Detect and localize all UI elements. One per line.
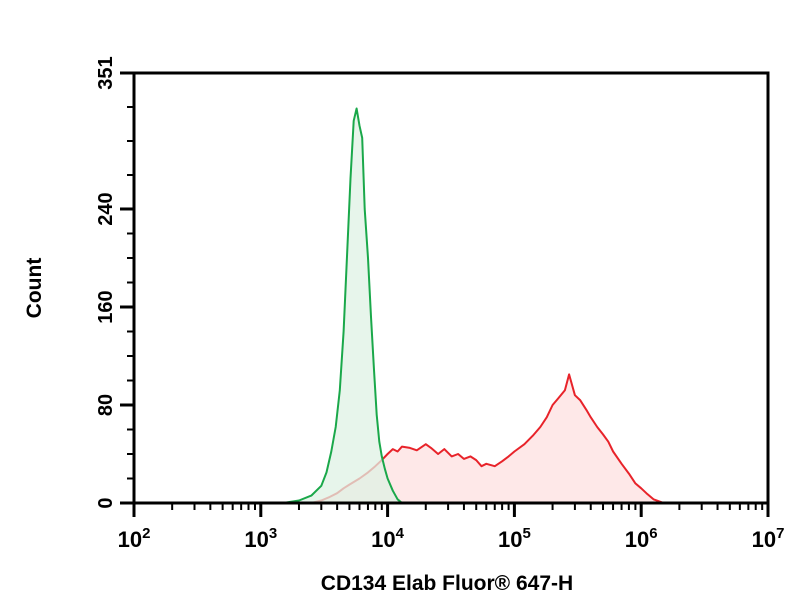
plot-frame [132, 71, 770, 505]
y-tick-label: 160 [95, 290, 117, 323]
x-tick-label: 104 [371, 525, 404, 552]
x-tick-label: 105 [498, 525, 531, 552]
y-axis-title: Count [23, 258, 46, 319]
x-axis: 102 103 104 105 106 107 [118, 503, 785, 552]
x-tick-label: 103 [244, 525, 277, 552]
y-tick-label: 0 [95, 497, 117, 508]
series-2-fill [260, 108, 402, 503]
y-tick-label: 351 [95, 56, 117, 89]
x-tick-label: 102 [118, 525, 151, 552]
x-tick-label: 106 [625, 525, 658, 552]
series-2-line [260, 107, 403, 504]
y-axis: 0 80 160 240 351 [95, 56, 134, 509]
y-tick-label: 80 [95, 394, 117, 416]
series-layer [260, 107, 664, 504]
y-tick-label: 240 [95, 192, 117, 225]
series-1-fill [311, 374, 664, 503]
x-axis-title: CD134 Elab Fluor® 647-H [321, 572, 573, 595]
x-tick-label: 107 [752, 525, 785, 552]
